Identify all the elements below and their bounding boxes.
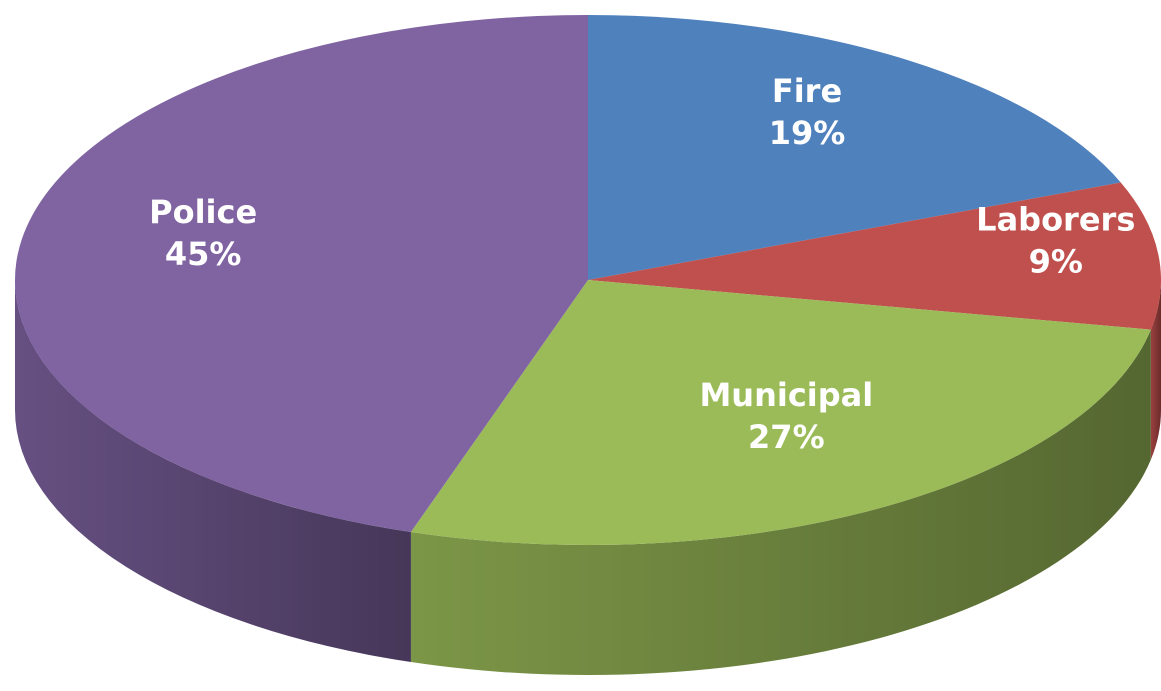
slice-value-label: 9% — [1029, 243, 1083, 281]
pie-slice — [14, 15, 588, 533]
slice-value-label: 19% — [769, 114, 846, 152]
pie-side — [1150, 280, 1161, 460]
slice-label: Municipal — [699, 376, 873, 414]
pie-slice — [588, 182, 1161, 330]
slice-value-label: 27% — [748, 418, 825, 456]
pie-slice — [410, 280, 1151, 545]
slice-label: Police — [149, 193, 257, 231]
slice-label: Fire — [772, 72, 842, 110]
pie-side — [410, 329, 1151, 675]
pie-side — [15, 280, 411, 663]
pie-slice — [588, 15, 1121, 280]
slice-value-label: 45% — [165, 235, 242, 273]
slice-label: Laborers — [976, 201, 1135, 239]
